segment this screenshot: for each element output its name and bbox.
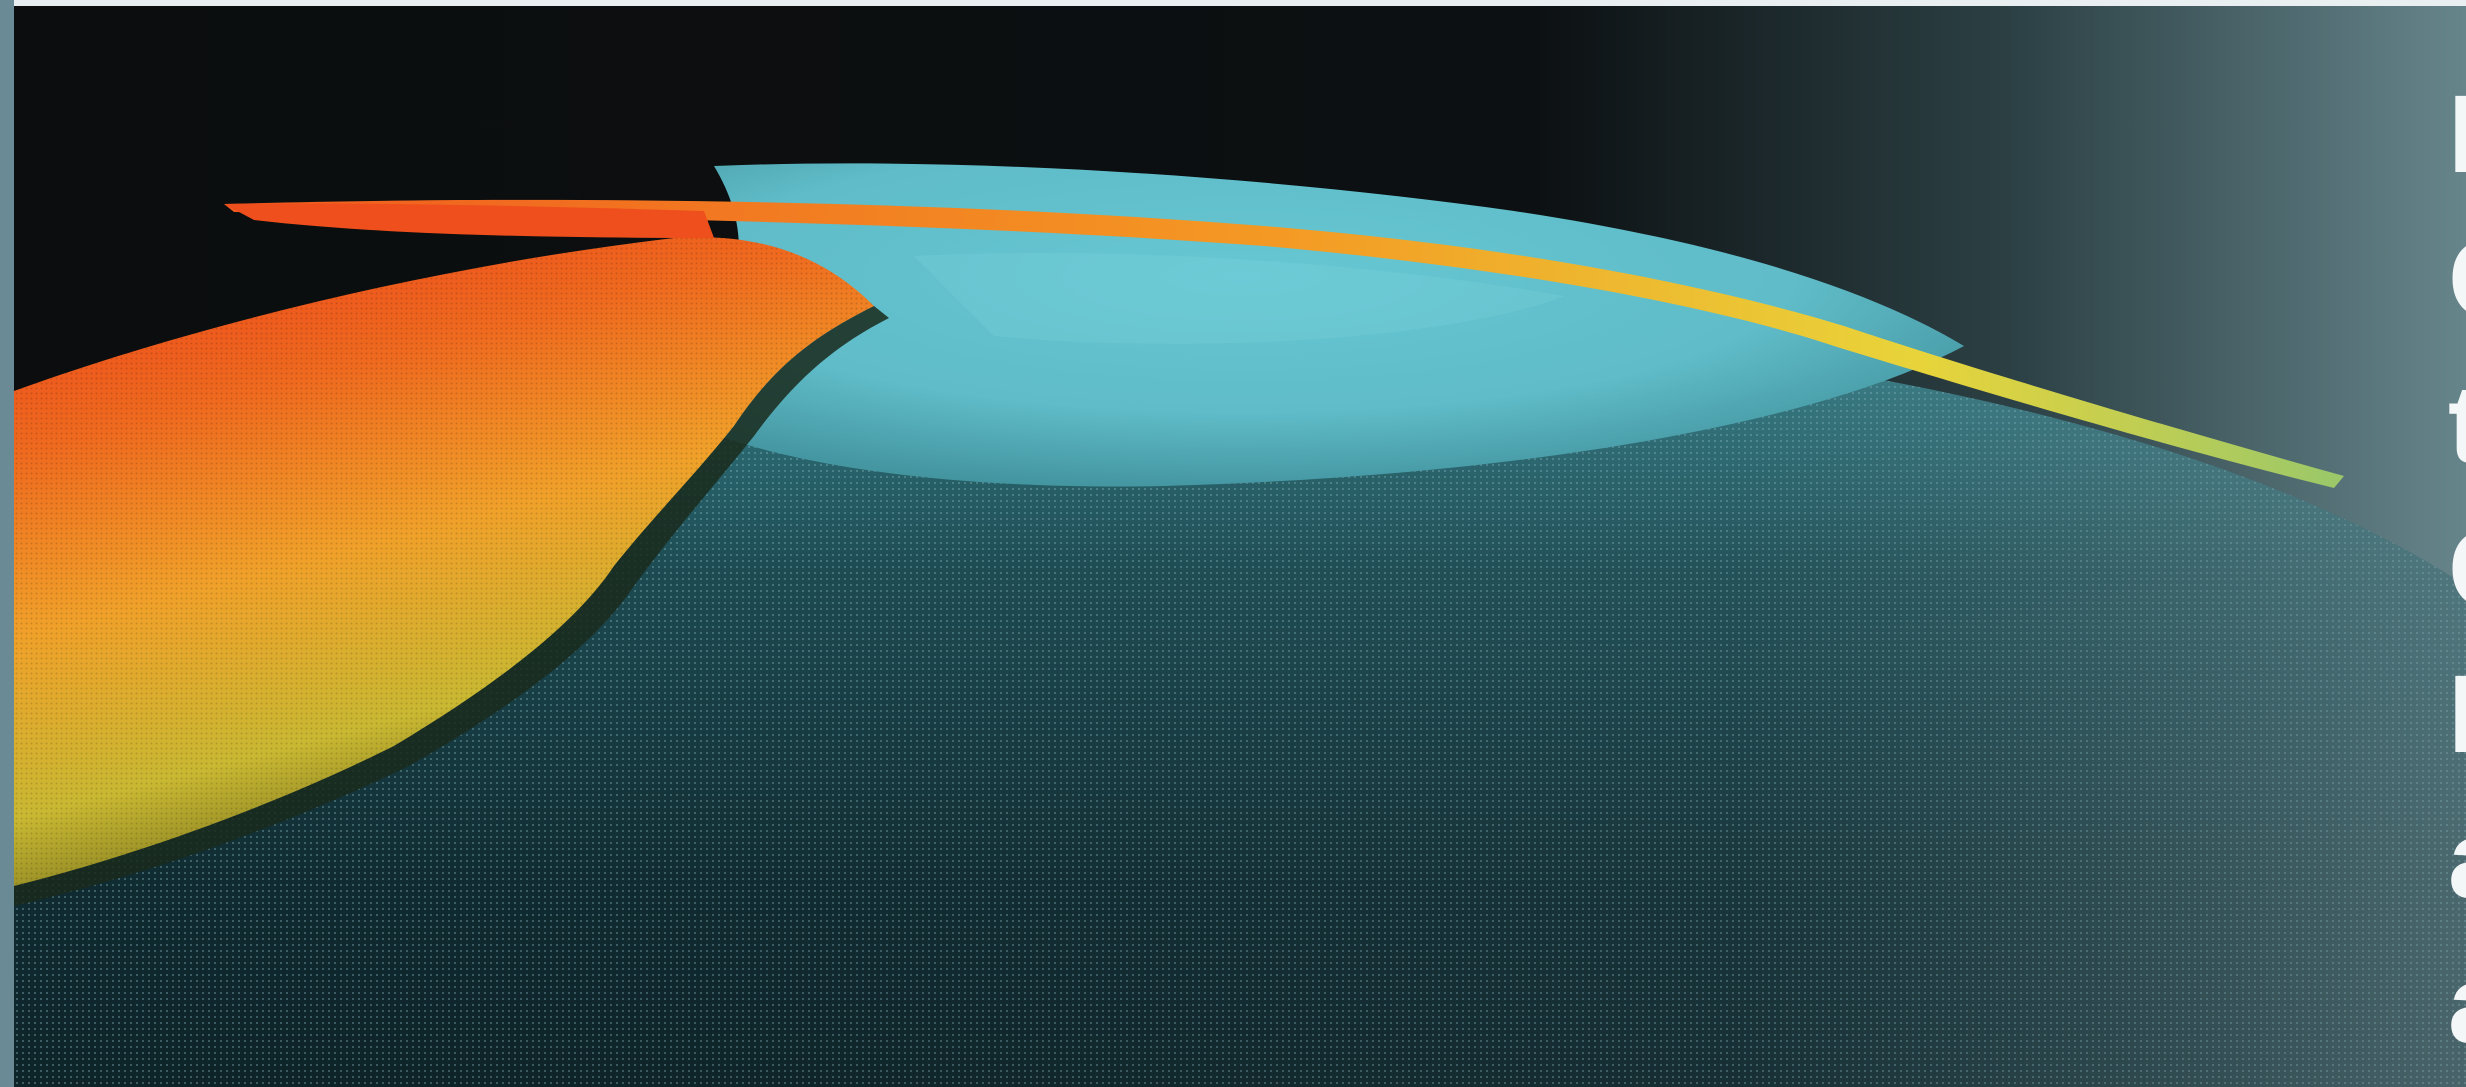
left-accent-bar: [0, 0, 14, 1087]
plateau-highlight: [914, 252, 1564, 344]
side-text-line: I: [2448, 73, 2466, 196]
side-text-line: a: [2448, 950, 2466, 1060]
shelf-top-ridge: [224, 203, 714, 238]
left-shelf-texture: [14, 237, 874, 887]
side-text-line: C: [2448, 225, 2466, 335]
side-text-line: C: [2448, 515, 2466, 625]
shelf-cliff-edge: [14, 306, 889, 906]
side-text-line: t: [2448, 370, 2466, 480]
top-border: [0, 0, 2466, 6]
cropped-side-text: I C t C I a a: [2448, 80, 2466, 1060]
side-text-line: a: [2448, 805, 2466, 915]
terrain-scene: [14, 6, 2466, 1087]
side-text-line: I: [2448, 653, 2466, 776]
terrain-render: [14, 6, 2466, 1087]
plateau-surface: [654, 163, 1964, 487]
